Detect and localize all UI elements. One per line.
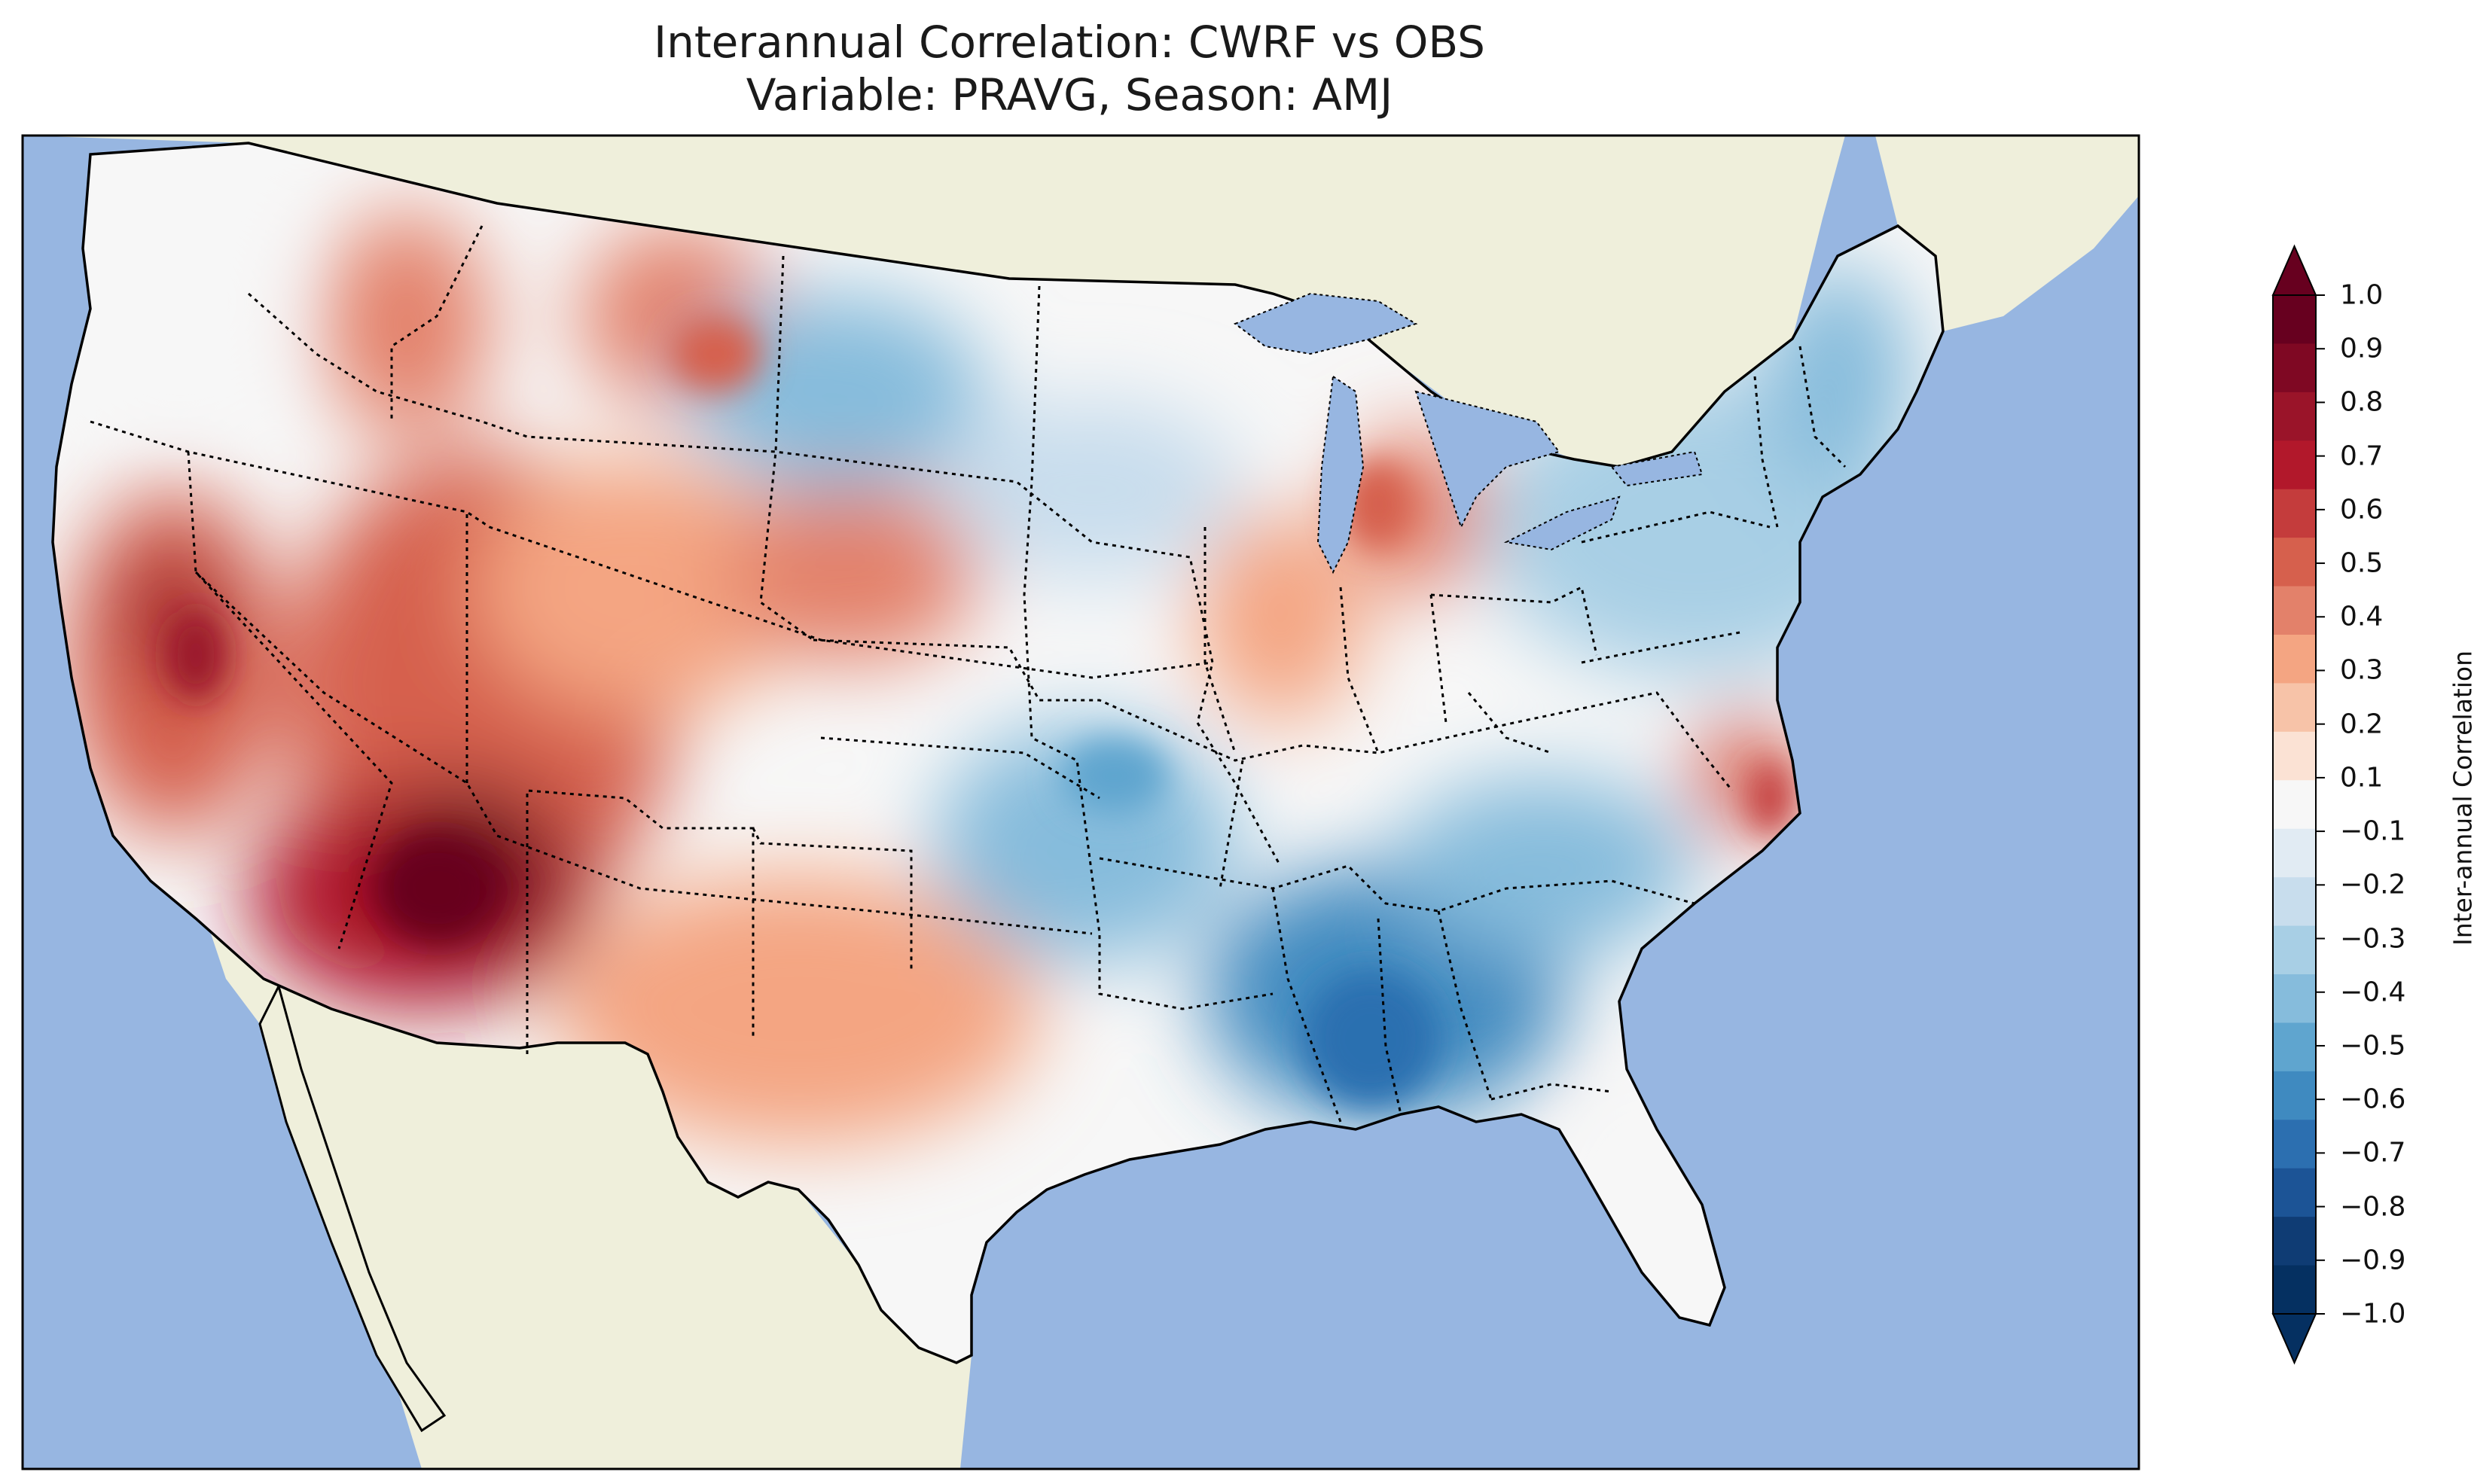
lake-huron <box>1414 390 1560 529</box>
great-lakes <box>1233 292 1704 574</box>
colorbar-tick-label: 0.6 <box>2340 494 2384 526</box>
colorbar-segment <box>2273 1217 2316 1266</box>
colorbar <box>2271 244 2325 1365</box>
colorbar-tick-label: 0.1 <box>2340 762 2384 794</box>
colorbar-tick-label: −0.3 <box>2340 923 2406 955</box>
colorbar-tick-label: −0.2 <box>2340 869 2406 900</box>
colorbar-segment <box>2273 343 2316 393</box>
chart-subtitle: Variable: PRAVG, Season: AMJ <box>746 69 1393 120</box>
colorbar-segment <box>2273 925 2316 975</box>
mexico-land <box>211 934 972 1469</box>
colorbar-segment <box>2273 392 2316 441</box>
colorbar-segment <box>2273 828 2316 878</box>
map-frame <box>21 134 2140 1470</box>
colorbar-segment <box>2273 1071 2316 1120</box>
colorbar-tick-label: −0.6 <box>2340 1083 2406 1115</box>
colorbar-segment <box>2273 1120 2316 1169</box>
lake-superior <box>1233 292 1418 355</box>
colorbar-extend-top <box>2271 244 2317 296</box>
colorbar-tick-label: −1.0 <box>2340 1298 2406 1330</box>
coastline <box>51 142 1945 1364</box>
colorbar-tick-label: 1.0 <box>2340 279 2384 311</box>
colorbar-segment <box>2273 586 2316 635</box>
colorbar-tick-label: −0.8 <box>2340 1191 2406 1223</box>
colorbar-segment <box>2273 489 2316 538</box>
colorbar-segment <box>2273 974 2316 1024</box>
colorbar-tick-label: 0.9 <box>2340 333 2384 364</box>
colorbar-segment <box>2273 683 2316 733</box>
canada-land <box>23 136 1845 467</box>
colorbar-tick-label: −0.5 <box>2340 1030 2406 1062</box>
colorbar-segment <box>2273 440 2316 490</box>
colorbar-label: Inter-annual Correlation <box>2448 650 2474 946</box>
colorbar-tick-label: 0.5 <box>2340 547 2384 579</box>
lake-erie <box>1503 495 1621 551</box>
correlation-speckle <box>166 316 1792 1107</box>
colorbar-segment <box>2273 1022 2316 1072</box>
colorbar-tick-label: 0.3 <box>2340 654 2384 686</box>
colorbar-extend-bottom <box>2271 1313 2317 1365</box>
colorbar-segment <box>2273 538 2316 587</box>
colorbar-tick-label: −0.4 <box>2340 977 2406 1008</box>
colorbar-tick-label: −0.7 <box>2340 1137 2406 1169</box>
colorbar-segment <box>2273 731 2316 781</box>
colorbar-tick-label: 0.7 <box>2340 440 2384 472</box>
colorbar-segment <box>2273 1265 2316 1315</box>
colorbar-tick-label: −0.1 <box>2340 815 2406 847</box>
colorbar-tick-label: 0.4 <box>2340 601 2384 632</box>
atlantic-canada-land <box>1875 136 2139 331</box>
chart-title: Interannual Correlation: CWRF vs OBS <box>653 17 1485 68</box>
baja-california <box>258 983 447 1433</box>
colorbar-tick-label: 0.2 <box>2340 708 2384 740</box>
colorbar-segment <box>2273 1168 2316 1217</box>
lake-michigan <box>1316 375 1365 574</box>
colorbar-tick-label: −0.9 <box>2340 1245 2406 1276</box>
colorbar-outline <box>2272 294 2317 1315</box>
colorbar-tick-label: 0.8 <box>2340 386 2384 418</box>
colorbar-segment <box>2273 295 2316 345</box>
colorbar-segment <box>2273 635 2316 684</box>
colorbar-segment <box>2273 780 2316 830</box>
state-borders <box>90 225 1847 1123</box>
colorbar-segment <box>2273 877 2316 927</box>
lake-ontario <box>1610 450 1704 487</box>
